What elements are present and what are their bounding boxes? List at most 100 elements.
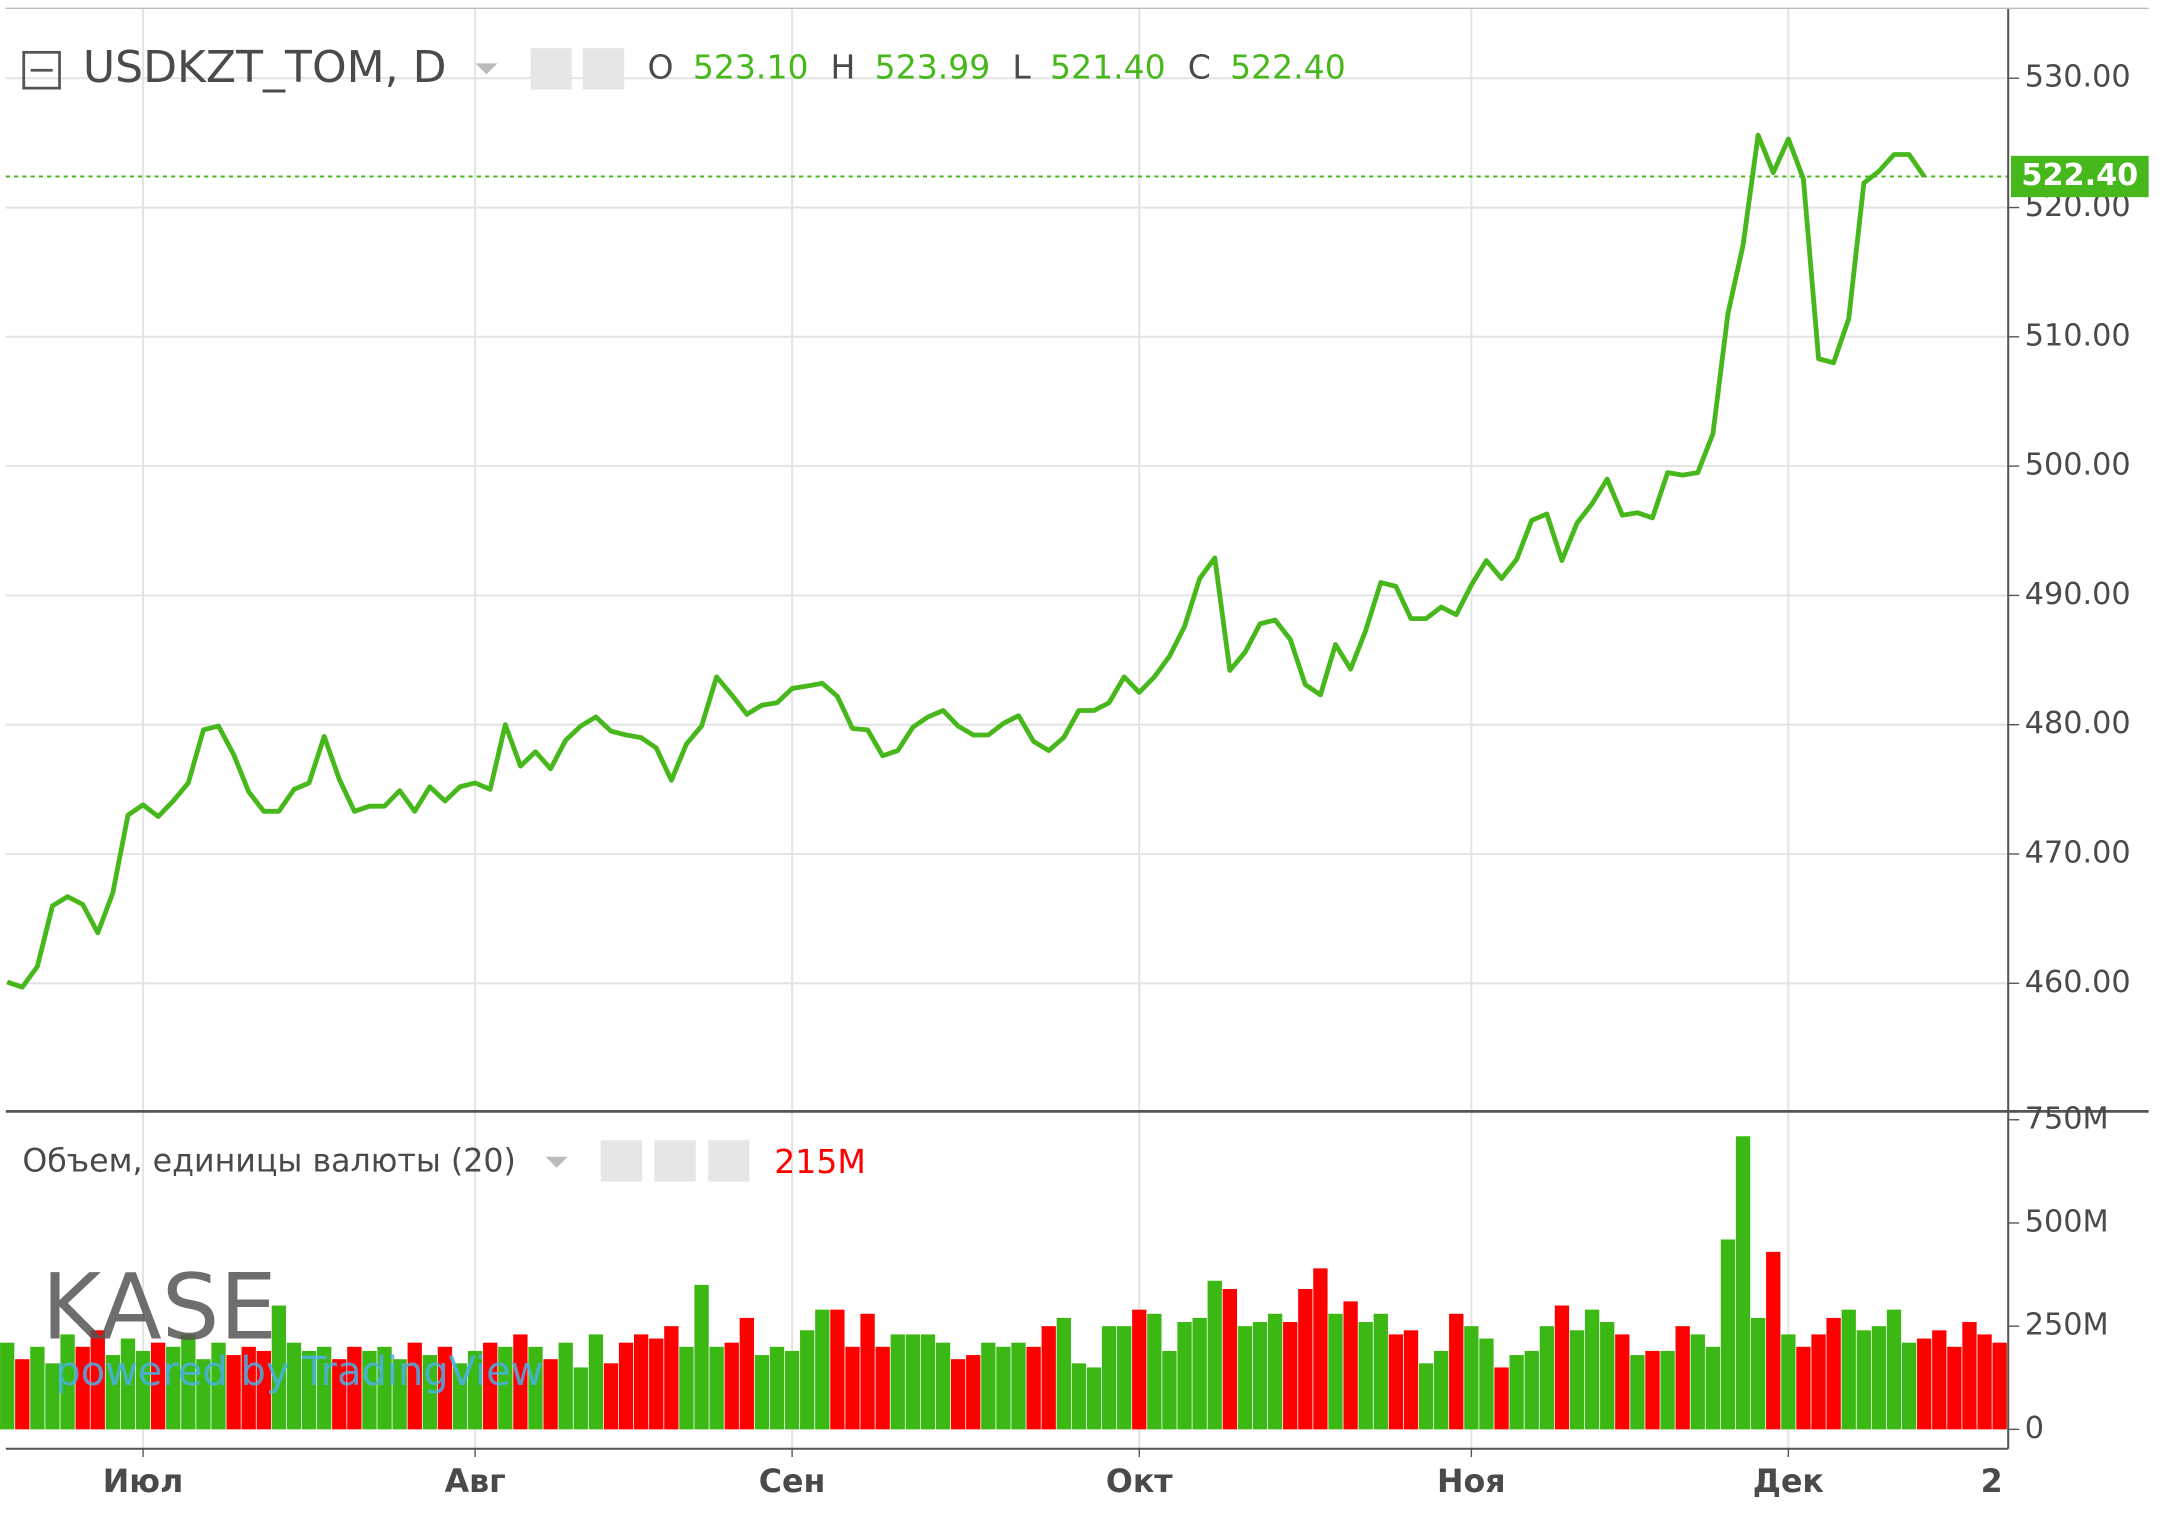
volume-bar [603,1363,619,1430]
volume-bar [301,1350,317,1430]
y-tick-label: 500.00 [2025,448,2131,483]
dropdown[interactable] [475,63,498,75]
x-tick-label: Авг [445,1464,506,1500]
volume-bar [1811,1334,1826,1430]
volume-bar [709,1346,724,1430]
volume-bar [407,1342,422,1430]
volume-bar [1086,1367,1102,1430]
ohlc-value: 523.10 [693,47,809,86]
y-tick-label: 490.00 [2025,577,2131,612]
volume-bar [1343,1301,1358,1430]
volume-bar [649,1338,664,1430]
volume-bar [135,1350,151,1430]
volume-bar [75,1346,90,1430]
volume-bar [754,1355,770,1430]
dropdown[interactable] [545,1156,568,1168]
y-tick-label: 0 [2025,1411,2044,1446]
volume-bar [1101,1326,1117,1430]
volume-bar [1252,1322,1268,1430]
y-tick-label: 750M [2025,1101,2109,1136]
eye-button[interactable] [530,48,572,90]
volume-bar [1192,1317,1207,1430]
volume-bar [845,1346,860,1430]
watermark: KASE [42,1256,277,1361]
volume-bar [150,1342,166,1430]
volume-bar [1313,1268,1328,1430]
volume-bar [1056,1317,1071,1430]
volume-bar [815,1309,830,1430]
volume-bar [1554,1305,1570,1430]
volume-bar [1011,1342,1026,1430]
volume-bar [1932,1330,1947,1430]
x-tick-label: 2 [1981,1464,2003,1500]
volume-bar [1856,1330,1871,1430]
volume-bar [1479,1338,1494,1430]
volume-bar [0,1342,15,1430]
volume-bar [1826,1317,1841,1430]
volume-bar [618,1342,634,1430]
volume-bar [1539,1326,1554,1430]
volume-bar [256,1350,271,1430]
ohlc-value: 521.40 [1050,47,1166,86]
volume-bar [935,1342,951,1430]
volume-bar [558,1342,573,1430]
close-button[interactable] [708,1140,750,1182]
volume-bar [1871,1326,1887,1430]
volume-bar [1147,1313,1162,1430]
volume-bar [1584,1309,1600,1430]
volume-title: Объем, единицы валюты (20) [22,1143,516,1179]
volume-bar [226,1355,241,1430]
volume-bar [392,1359,407,1430]
symbol-title: USDKZT_TOM, D [83,42,447,93]
eye-button[interactable] [600,1140,643,1182]
volume-bar [784,1350,800,1430]
volume-bar [286,1342,302,1430]
volume-bar [120,1338,136,1430]
volume-bar [1615,1334,1630,1430]
last-price-label: 522.40 [2021,158,2138,193]
volume-bar [181,1334,196,1430]
collapse-button[interactable] [22,50,61,90]
volume-bar [1267,1313,1283,1430]
volume-bar [1132,1309,1147,1430]
ohlc-value: 522.40 [1230,47,1346,86]
price-line [6,132,1927,990]
volume-bar [196,1359,211,1430]
x-tick-label: Ноя [1437,1464,1506,1500]
volume-bar [664,1326,679,1430]
volume-bar [1962,1322,1977,1430]
volume-bar [422,1355,438,1430]
volume-bar [920,1334,936,1430]
volume-bar [950,1359,966,1430]
settings-button[interactable] [582,48,625,90]
volume-bar [332,1359,347,1430]
volume-bar [588,1334,604,1430]
volume-bar [769,1346,785,1430]
volume-bar [513,1334,528,1430]
volume-bar [452,1363,468,1430]
volume-bar [543,1359,558,1430]
volume-bar [1675,1326,1690,1430]
volume-bar [347,1346,362,1430]
volume-bar [1388,1334,1404,1430]
volume-bar [15,1359,30,1430]
volume-bar [1600,1322,1615,1430]
y-tick-label: 510.00 [2025,318,2131,353]
volume-bar [1403,1330,1419,1430]
volume-bar [634,1334,649,1430]
volume-bar [45,1363,60,1430]
volume-bar [1781,1334,1796,1430]
y-tick-label: 480.00 [2025,706,2131,741]
volume-bar [1222,1289,1238,1430]
settings-button[interactable] [654,1140,696,1182]
x-tick-label: Окт [1106,1464,1173,1500]
volume-bar [1162,1350,1177,1430]
y-tick-label: 470.00 [2025,835,2131,870]
volume-bar [981,1342,996,1430]
volume-bar [679,1346,694,1430]
volume-bar [1569,1330,1585,1430]
volume-bar [377,1346,392,1430]
volume-bar [1207,1280,1222,1430]
credit: powered by TradingView [55,1349,543,1395]
